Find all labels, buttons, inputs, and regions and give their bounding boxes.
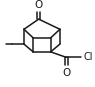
Text: Cl: Cl <box>84 52 93 62</box>
Text: O: O <box>35 0 43 10</box>
Text: O: O <box>62 68 70 78</box>
